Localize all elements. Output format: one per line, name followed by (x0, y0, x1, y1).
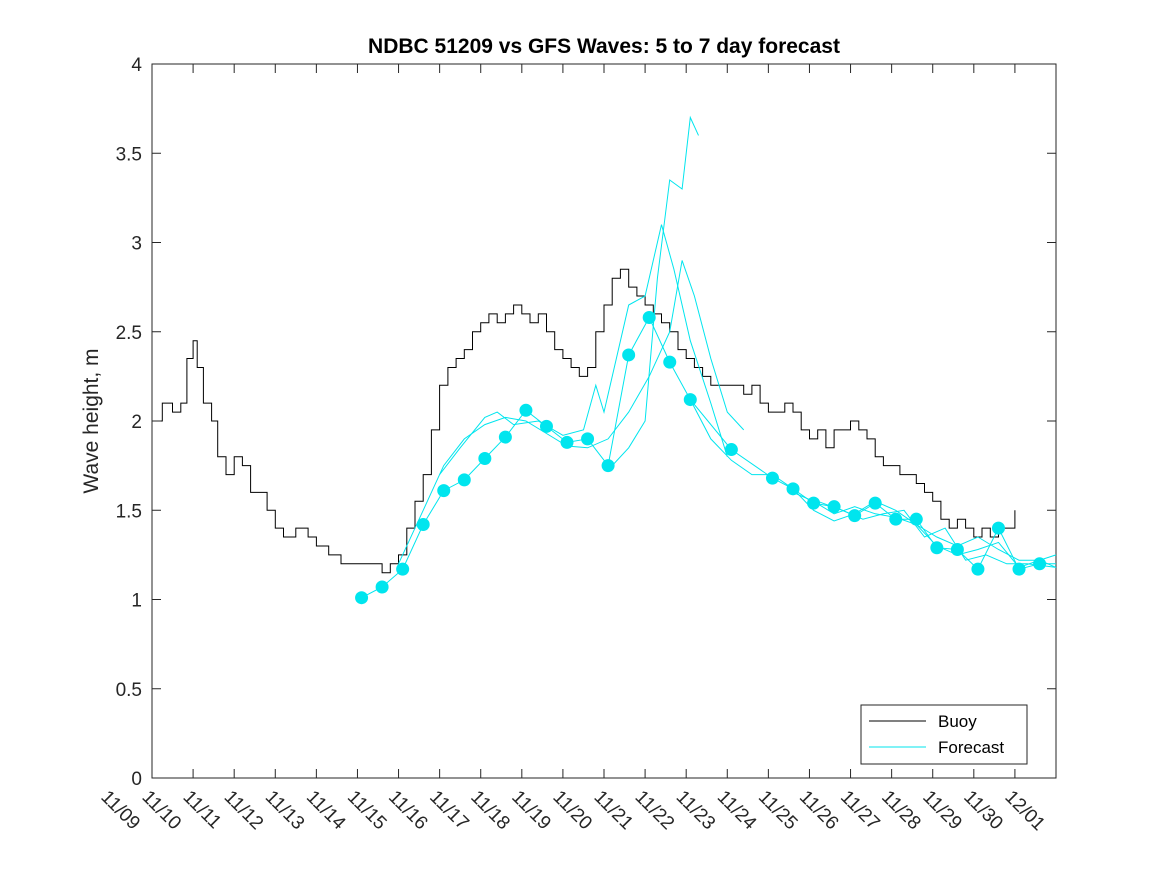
forecast-line (439, 224, 728, 475)
legend-buoy-label: Buoy (938, 712, 977, 731)
forecast-point (478, 451, 492, 465)
forecast-point (765, 471, 779, 485)
forecast-point (601, 459, 615, 473)
forecast-point (1012, 562, 1026, 576)
y-tick-label: 2.5 (116, 323, 142, 344)
forecast-point (868, 496, 882, 510)
legend-forecast-label: Forecast (938, 738, 1004, 757)
forecast-point (930, 541, 944, 555)
forecast-point (457, 473, 471, 487)
forecast-line (398, 260, 745, 565)
forecast-point (683, 393, 697, 407)
forecast-point (375, 580, 389, 594)
forecast-point (724, 443, 738, 457)
forecast-point (519, 403, 533, 417)
buoy-line (152, 268, 1016, 574)
forecast-markers (355, 310, 1047, 605)
y-tick-label: 3 (131, 234, 142, 255)
forecast-point (848, 509, 862, 523)
forecast-point (950, 543, 964, 557)
y-tick-label: 3.5 (116, 144, 142, 165)
forecast-point (909, 512, 923, 526)
forecast-point (437, 484, 451, 498)
axes-frame (151, 63, 1057, 779)
forecast-point (355, 591, 369, 605)
forecast-point (396, 562, 410, 576)
forecast-point (642, 310, 656, 324)
y-tick-label: 2 (131, 412, 142, 433)
forecast-point (827, 500, 841, 514)
y-tick-label: 1.5 (116, 501, 142, 522)
forecast-point (991, 521, 1005, 535)
y-tick-label: 4 (131, 55, 142, 76)
forecast-line (611, 115, 699, 466)
forecast-point (416, 518, 430, 532)
y-axis-label: Wave height, m (80, 348, 103, 493)
y-axis: 0 0.5 1 1.5 2 2.5 3 3.5 4 (116, 55, 1056, 790)
chart-title: NDBC 51209 vs GFS Waves: 5 to 7 day fore… (368, 35, 840, 58)
y-tick-label: 1 (131, 591, 142, 612)
buoy-series (152, 268, 1016, 574)
legend-box (860, 704, 1028, 765)
forecast-point (807, 496, 821, 510)
forecast-point (581, 432, 595, 446)
forecast-point (560, 435, 574, 449)
forecast-point (663, 355, 677, 369)
forecast-point (786, 482, 800, 496)
plot-area (151, 63, 1057, 779)
forecast-point (889, 512, 903, 526)
forecast-point (971, 562, 985, 576)
y-tick-label: 0 (131, 769, 142, 790)
forecast-point (498, 430, 512, 444)
forecast-point (539, 419, 553, 433)
legend: Buoy Forecast (860, 704, 1028, 765)
forecast-line (792, 491, 1057, 568)
forecast-point (622, 348, 636, 362)
forecast-point (1033, 557, 1047, 571)
y-tick-label: 0.5 (116, 680, 142, 701)
